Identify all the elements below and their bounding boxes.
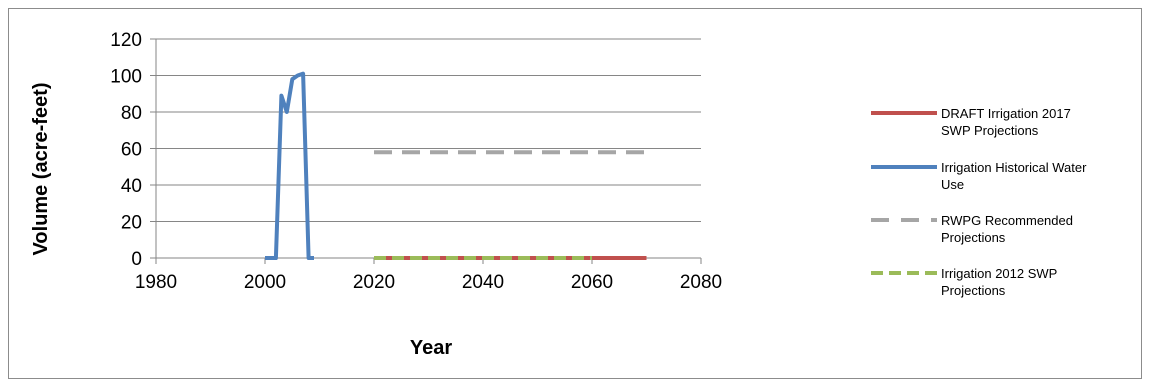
legend-label-3-line-2: Projections xyxy=(941,230,1006,245)
y-tick-label-40: 40 xyxy=(121,176,142,197)
legend-entry-3: RWPG Recommended Projections xyxy=(871,213,1073,245)
x-tick-label-2040: 2040 xyxy=(462,272,504,293)
legend-label-4-line-1: Irrigation 2012 SWP xyxy=(941,266,1057,281)
legend-label-2-line-1: Irrigation Historical Water xyxy=(941,160,1087,175)
y-tick-label-80: 80 xyxy=(121,103,142,124)
y-tick-label-20: 20 xyxy=(121,213,142,234)
legend: DRAFT Irrigation 2017 SWP Projections Irri… xyxy=(871,106,1087,298)
legend-entry-2: Irrigation Historical Water Use xyxy=(871,160,1087,192)
x-tick-label-2080: 2080 xyxy=(680,272,722,293)
x-tick-label-1980: 1980 xyxy=(135,272,177,293)
y-tick-label-0: 0 xyxy=(131,249,142,270)
legend-entry-4: Irrigation 2012 SWP Projections xyxy=(871,266,1057,298)
legend-label-1-line-2: SWP Projections xyxy=(941,123,1039,138)
legend-entry-1: DRAFT Irrigation 2017 SWP Projections xyxy=(871,106,1071,138)
gridlines xyxy=(156,39,701,222)
x-tick-label-2060: 2060 xyxy=(571,272,613,293)
legend-label-2-line-2: Use xyxy=(941,177,964,192)
y-tick-label-120: 120 xyxy=(110,30,142,51)
chart-frame: 0 20 40 60 80 100 120 1980 2000 2020 2040 2060 2080 … xyxy=(8,8,1142,379)
x-tick-label-2020: 2020 xyxy=(353,272,395,293)
x-axis-title: Year xyxy=(410,337,452,359)
legend-label-3-line-1: RWPG Recommended xyxy=(941,213,1073,228)
y-tick-label-100: 100 xyxy=(110,67,142,88)
series-line-2 xyxy=(265,74,314,258)
axes xyxy=(150,39,701,264)
y-axis-title: Volume (acre-feet) xyxy=(30,82,52,255)
x-tick-label-2000: 2000 xyxy=(244,272,286,293)
y-tick-label-60: 60 xyxy=(121,140,142,161)
legend-label-1-line-1: DRAFT Irrigation 2017 xyxy=(941,106,1071,121)
series-lines xyxy=(265,74,647,258)
legend-label-4-line-2: Projections xyxy=(941,283,1006,298)
